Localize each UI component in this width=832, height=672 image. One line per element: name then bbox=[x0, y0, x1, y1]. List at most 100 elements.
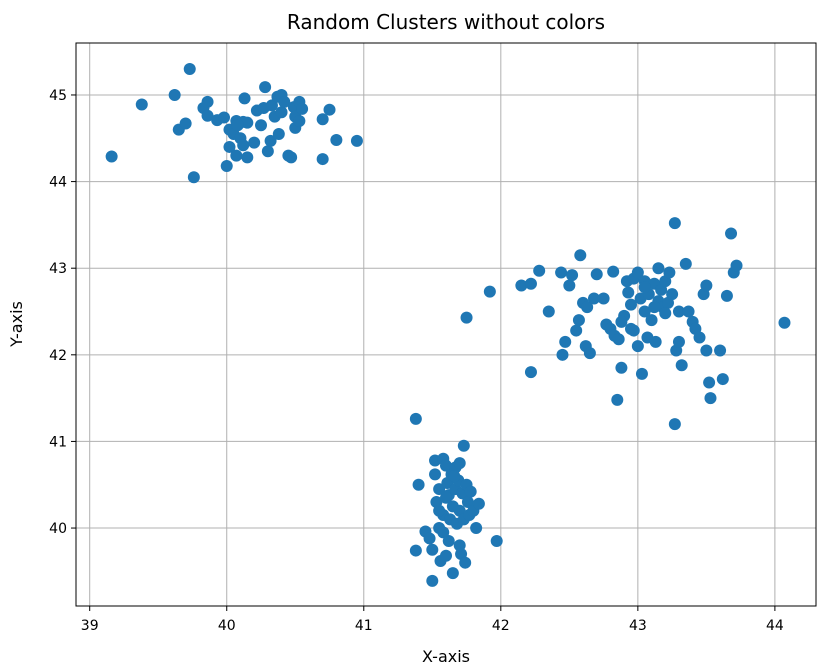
data-point bbox=[566, 269, 579, 282]
data-point bbox=[631, 266, 644, 279]
data-point bbox=[590, 268, 603, 281]
data-point bbox=[524, 277, 537, 290]
data-point bbox=[659, 307, 672, 320]
data-point bbox=[440, 491, 452, 504]
data-point bbox=[201, 109, 214, 122]
data-point bbox=[265, 99, 278, 112]
data-point bbox=[572, 314, 585, 327]
data-point bbox=[720, 289, 733, 302]
chart-title: Random Clusters without colors bbox=[287, 10, 605, 34]
data-point bbox=[556, 348, 569, 361]
data-point bbox=[412, 478, 425, 491]
data-point bbox=[183, 62, 196, 75]
data-point bbox=[542, 305, 555, 318]
data-point bbox=[583, 347, 596, 360]
data-point bbox=[588, 292, 600, 305]
grid bbox=[76, 43, 816, 606]
data-point bbox=[230, 149, 243, 162]
y-tick-label: 40 bbox=[49, 521, 67, 537]
data-point bbox=[453, 539, 466, 552]
data-point bbox=[625, 298, 637, 311]
data-point bbox=[635, 367, 648, 380]
data-point bbox=[330, 134, 343, 147]
x-tick-label: 44 bbox=[766, 618, 784, 634]
data-point bbox=[460, 311, 473, 324]
data-point bbox=[700, 344, 713, 357]
data-point bbox=[459, 556, 472, 569]
data-point bbox=[649, 335, 662, 348]
data-point bbox=[278, 95, 291, 108]
data-point bbox=[533, 264, 546, 277]
data-point bbox=[440, 549, 452, 562]
data-point bbox=[559, 335, 572, 348]
data-point bbox=[778, 316, 791, 329]
data-point bbox=[704, 392, 717, 405]
data-point bbox=[470, 522, 483, 535]
data-point bbox=[179, 117, 192, 130]
data-point bbox=[472, 497, 485, 510]
data-point bbox=[350, 134, 363, 147]
data-point bbox=[672, 335, 685, 348]
data-point bbox=[555, 266, 568, 279]
data-point bbox=[218, 111, 230, 124]
data-point bbox=[423, 532, 436, 545]
data-point bbox=[638, 305, 651, 318]
data-point bbox=[241, 116, 254, 129]
data-points bbox=[105, 62, 791, 587]
data-point bbox=[714, 344, 727, 357]
data-point bbox=[672, 305, 685, 318]
data-point bbox=[316, 153, 329, 166]
data-point bbox=[638, 281, 651, 294]
data-point bbox=[231, 119, 244, 132]
x-tick-label: 40 bbox=[218, 618, 236, 634]
data-point bbox=[446, 567, 459, 580]
x-tick-label: 42 bbox=[492, 618, 510, 634]
data-point bbox=[264, 134, 277, 147]
data-point bbox=[201, 95, 214, 108]
data-point bbox=[730, 259, 743, 272]
data-point bbox=[316, 113, 329, 126]
data-point bbox=[700, 279, 713, 292]
data-point bbox=[275, 106, 288, 119]
data-point bbox=[515, 279, 528, 292]
data-point bbox=[135, 98, 148, 111]
data-point bbox=[524, 366, 537, 379]
data-point bbox=[631, 340, 644, 353]
data-point bbox=[293, 114, 306, 127]
data-point bbox=[296, 102, 309, 115]
data-point bbox=[682, 305, 695, 318]
data-point bbox=[220, 159, 233, 172]
data-point bbox=[168, 88, 181, 101]
data-point bbox=[272, 127, 285, 140]
data-point bbox=[675, 359, 688, 372]
data-point bbox=[461, 496, 474, 509]
data-point bbox=[426, 574, 439, 587]
data-point bbox=[663, 266, 676, 279]
data-point bbox=[716, 373, 729, 386]
data-point bbox=[241, 151, 254, 164]
data-point bbox=[433, 504, 446, 517]
data-point bbox=[652, 262, 665, 275]
data-point bbox=[627, 324, 640, 337]
x-axis-label: X-axis bbox=[422, 647, 470, 666]
data-point bbox=[703, 376, 716, 389]
plot-frame bbox=[75, 42, 817, 607]
y-tick-label: 45 bbox=[49, 88, 67, 104]
data-point bbox=[666, 288, 679, 301]
data-point bbox=[693, 331, 706, 344]
data-point bbox=[223, 140, 236, 153]
data-point bbox=[615, 361, 628, 374]
data-point bbox=[648, 301, 661, 314]
data-point bbox=[238, 92, 251, 105]
data-point bbox=[429, 468, 442, 481]
data-point bbox=[323, 103, 336, 116]
data-point bbox=[105, 150, 118, 163]
y-tick-label: 44 bbox=[49, 175, 67, 191]
data-point bbox=[668, 418, 681, 431]
y-tick-label: 42 bbox=[49, 348, 67, 364]
data-point bbox=[255, 119, 267, 132]
y-axis-label: Y-axis bbox=[7, 301, 26, 348]
x-tick-label: 43 bbox=[629, 618, 647, 634]
data-point bbox=[285, 151, 298, 164]
data-point bbox=[570, 324, 583, 337]
